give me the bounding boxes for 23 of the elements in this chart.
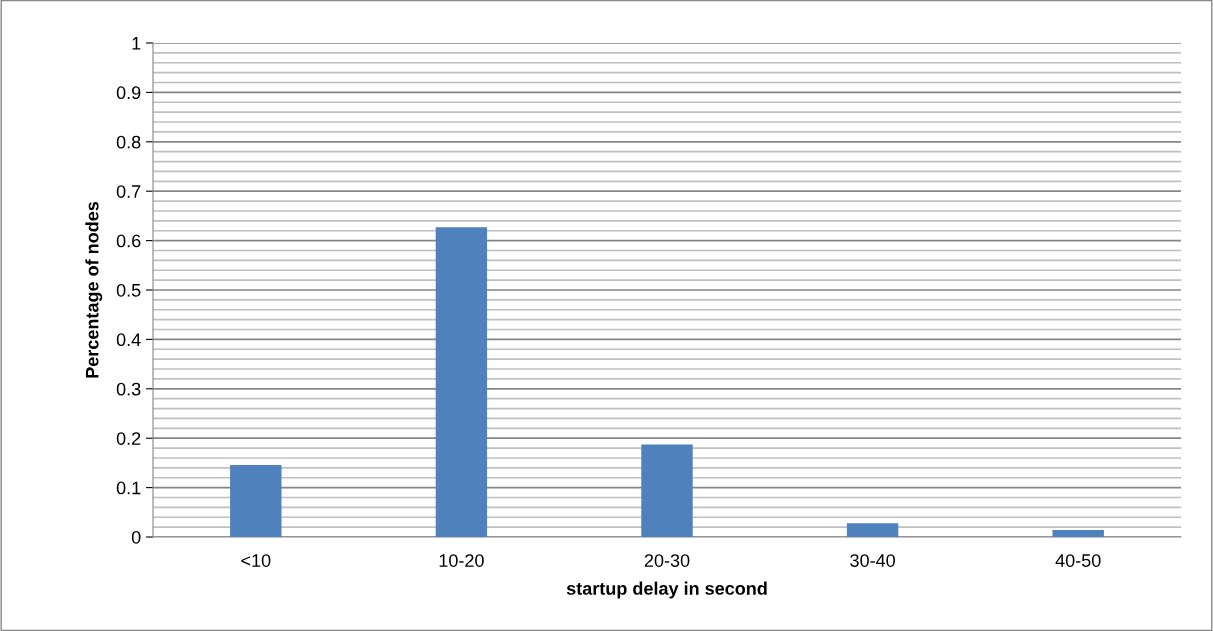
- y-tick-label: 0.2: [116, 432, 141, 445]
- x-tick-label: 30-40: [850, 554, 895, 567]
- bar: [1052, 530, 1104, 537]
- y-tick-label: 0: [131, 530, 141, 544]
- x-tick-label: 40-50: [1055, 554, 1101, 567]
- y-tick-label: 1: [132, 37, 141, 50]
- bar: [435, 227, 488, 537]
- y-tick-label: 0.8: [116, 135, 141, 149]
- bar: [846, 523, 899, 537]
- bar: [641, 444, 693, 537]
- y-tick-label: 0.1: [116, 481, 141, 495]
- y-axis-title: Percentage of nodes: [85, 201, 103, 378]
- x-tick-label: 10-20: [439, 554, 484, 567]
- y-tick-label: 0.3: [116, 382, 141, 396]
- y-tick-label: 0.6: [116, 234, 141, 248]
- x-tick-label: <10: [241, 554, 271, 567]
- x-tick-label: 20-30: [644, 554, 690, 567]
- y-tick-label: 0.5: [116, 283, 141, 297]
- y-tick-label: 0.7: [116, 185, 141, 198]
- x-axis-title: startup delay in second: [566, 581, 767, 599]
- y-tick-label: 0.4: [116, 333, 141, 347]
- y-tick-label: 0.9: [116, 86, 141, 100]
- bar: [230, 464, 282, 537]
